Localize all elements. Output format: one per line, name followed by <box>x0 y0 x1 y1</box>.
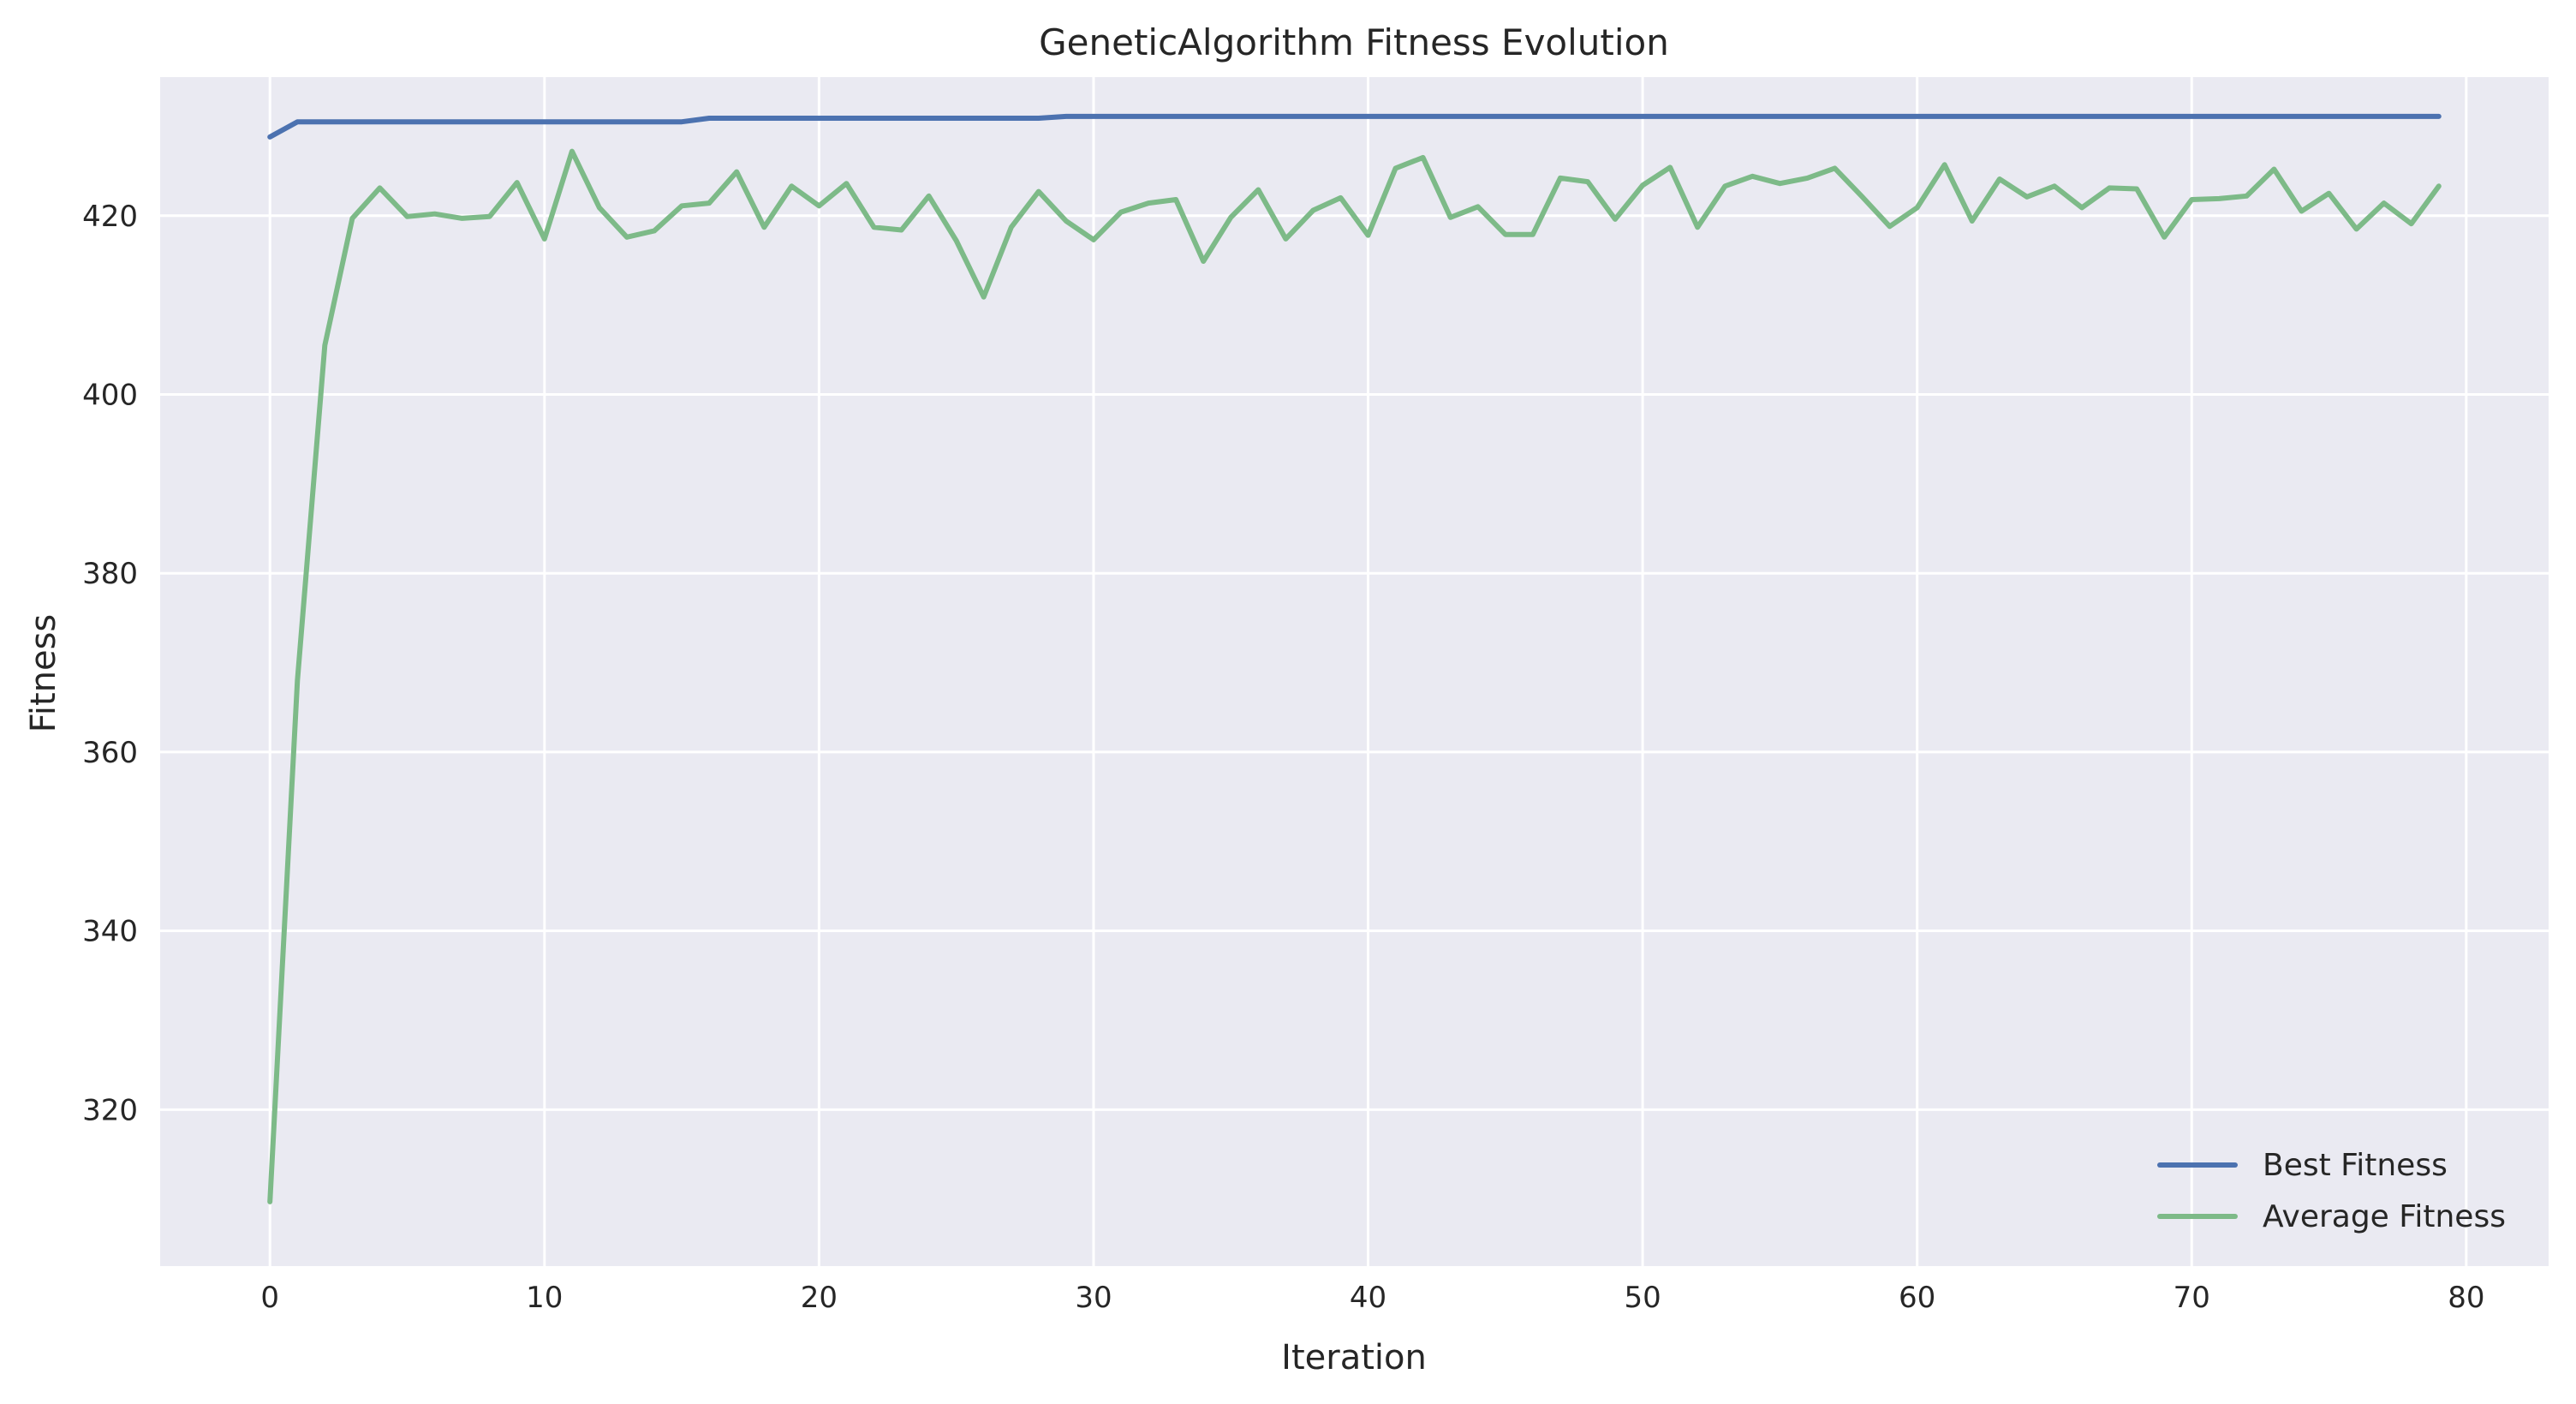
legend-label-best-fitness: Best Fitness <box>2263 1148 2448 1183</box>
grid-lines <box>160 77 2549 1266</box>
y-tick-label: 420 <box>82 200 138 234</box>
plot-area <box>160 77 2549 1266</box>
series-line-average-fitness <box>267 148 2442 1204</box>
x-tick-label: 20 <box>801 1281 838 1315</box>
y-axis-label: Fitness <box>24 614 63 733</box>
x-tick-label: 40 <box>1350 1281 1386 1315</box>
y-tick-label: 320 <box>82 1093 138 1127</box>
y-tick-label: 340 <box>82 915 138 949</box>
x-tick-label: 50 <box>1624 1281 1661 1315</box>
x-tick-label: 30 <box>1075 1281 1112 1315</box>
x-tick-label: 10 <box>526 1281 563 1315</box>
x-tick-label: 80 <box>2448 1281 2484 1315</box>
y-tick-label: 400 <box>82 378 138 412</box>
x-tick-label: 60 <box>1899 1281 1935 1315</box>
x-tick-label: 0 <box>260 1281 279 1315</box>
chart-title: GeneticAlgorithm Fitness Evolution <box>1039 21 1669 63</box>
series-lines <box>267 113 2442 1204</box>
series-line-best-fitness <box>267 113 2442 140</box>
x-tick-label: 70 <box>2174 1281 2210 1315</box>
y-tick-label: 380 <box>82 557 138 591</box>
x-axis-label: Iteration <box>1281 1338 1427 1377</box>
legend: Best Fitness Average Fitness <box>2157 1148 2506 1234</box>
legend-label-average-fitness: Average Fitness <box>2263 1199 2506 1234</box>
y-tick-label: 360 <box>82 736 138 770</box>
tick-labels: 0 10 20 30 40 50 60 70 80 320 340 360 380 400 420 <box>82 200 2484 1315</box>
